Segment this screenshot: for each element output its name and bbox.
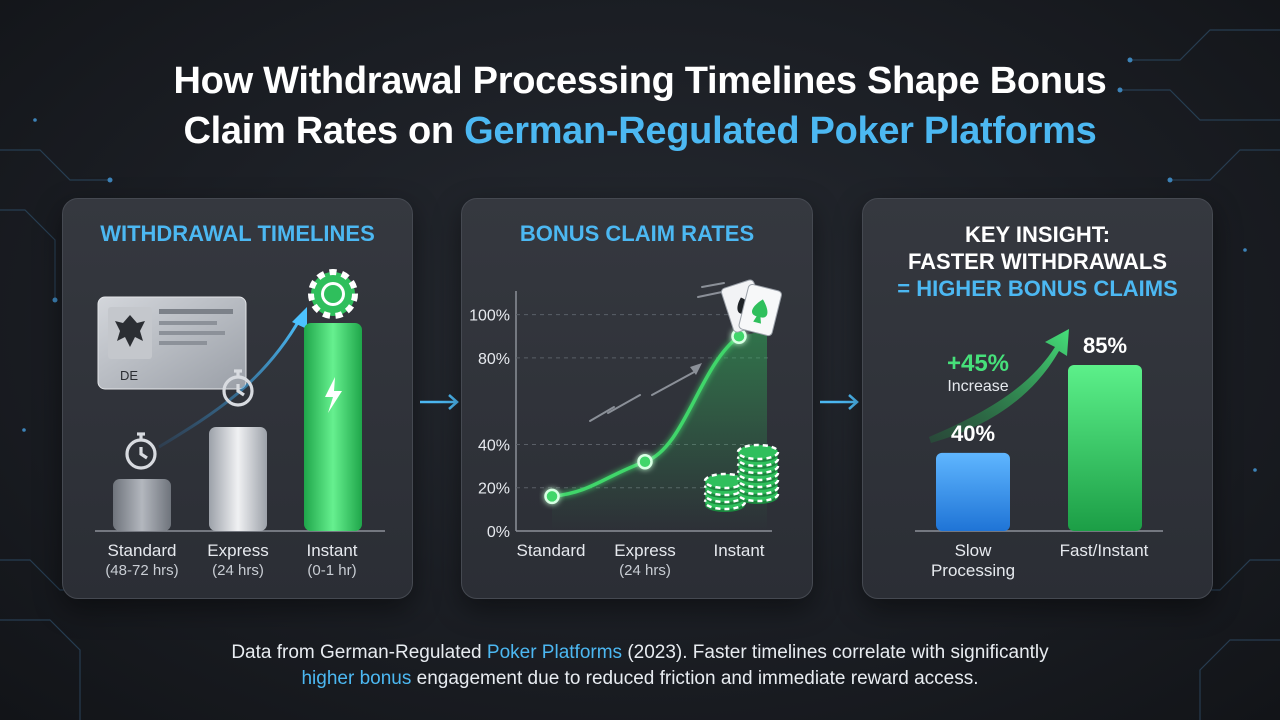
- claims-category-express-sublabel: (24 hrs): [619, 562, 671, 579]
- chip-stack-icon: [703, 443, 780, 512]
- footer-line-2-highlight: higher bonus: [301, 668, 412, 689]
- claims-category-express: Express: [614, 541, 676, 560]
- claims-y-ticks: 0% 20% 40% 80% 100%: [469, 308, 510, 541]
- key-insight-panel: KEY INSIGHT: FASTER WITHDRAWALS = HIGHER…: [862, 198, 1213, 599]
- category-label-express: Express: [207, 541, 269, 560]
- footer-line-1-a: Data from German-Regulated: [231, 642, 487, 663]
- bonus-claim-rates-panel: BONUS CLAIM RATES 0% 20% 40% 80% 100%: [461, 198, 813, 599]
- withdrawal-panel-title: WITHDRAWAL TIMELINES: [100, 221, 375, 246]
- category-label-standard: Standard: [107, 541, 177, 560]
- german-id-card-icon: DE: [97, 296, 247, 390]
- page-title: How Withdrawal Processing Timelines Shap…: [0, 56, 1280, 156]
- category-sublabel-standard: (48-72 hrs): [105, 562, 179, 579]
- insight-bar-fast: [1068, 365, 1142, 531]
- trend-arrow-icon: [158, 316, 303, 449]
- insight-value-label-slow: 40%: [951, 421, 995, 446]
- withdrawal-timelines-panel: WITHDRAWAL TIMELINES: [62, 198, 413, 599]
- title-line-2-highlight: German-Regulated Poker Platforms: [464, 110, 1097, 152]
- claims-points: [544, 328, 747, 505]
- claims-y-tick-label: 80%: [478, 351, 510, 368]
- increase-label: Increase: [947, 378, 1008, 395]
- footer-line-2: higher bonus engagement due to reduced f…: [0, 666, 1280, 692]
- footer-line-1: Data from German-Regulated Poker Platfor…: [0, 640, 1280, 666]
- speed-lines-icon: [589, 282, 725, 422]
- flow-arrow-icon: [820, 394, 859, 410]
- insight-category-slow-line-2: Processing: [930, 561, 1016, 580]
- claims-y-tick-label: 0%: [487, 524, 510, 541]
- insight-category-fast: Fast/Instant: [1059, 541, 1149, 560]
- footer-line-1-highlight: Poker Platforms: [486, 642, 623, 663]
- claims-y-tick-label: 40%: [478, 437, 510, 454]
- claims-category-standard: Standard: [516, 541, 586, 560]
- poker-chip-icon: [308, 269, 358, 319]
- withdrawal-bar-standard: [113, 479, 171, 531]
- insight-title-line-3: = HIGHER BONUS CLAIMS: [897, 276, 1178, 301]
- footer-note: Data from German-Regulated Poker Platfor…: [0, 640, 1280, 692]
- claims-y-tick-label: 100%: [469, 308, 510, 325]
- withdrawal-bar-express: [209, 427, 267, 531]
- claims-point-standard: [544, 488, 560, 505]
- insight-value-label-fast: 85%: [1083, 333, 1127, 358]
- insight-title-line-2: FASTER WITHDRAWALS: [907, 249, 1168, 274]
- withdrawal-chart: DE: [95, 269, 385, 532]
- insight-bars: [936, 365, 1142, 531]
- insight-category-slow: Slow Processing: [923, 541, 1023, 581]
- increase-value: +45%: [947, 350, 1009, 377]
- footer-line-1-b: (2023). Faster timelines correlate with …: [622, 642, 1049, 663]
- trend-arrow-head: [292, 307, 307, 329]
- claims-category-instant: Instant: [713, 541, 765, 560]
- footer-line-2-b: engagement due to reduced friction and i…: [411, 668, 979, 689]
- playing-cards-icon: [720, 279, 782, 337]
- stopwatch-icon: [125, 432, 157, 470]
- increase-arrow-icon: [929, 329, 1069, 443]
- category-sublabel-express: (24 hrs): [212, 562, 264, 579]
- stopwatch-icon: [222, 369, 254, 407]
- flow-arrow-icon: [420, 394, 459, 410]
- chip: [736, 443, 780, 461]
- speed-arrow-head: [690, 363, 702, 375]
- insight-title: KEY INSIGHT: FASTER WITHDRAWALS = HIGHER…: [863, 221, 1212, 302]
- claims-point-express: [637, 454, 653, 470]
- lightning-bolt-icon: [325, 377, 342, 413]
- claims-line-chart: 0% 20% 40% 80% 100%: [469, 279, 782, 541]
- withdrawal-bar-instant: [304, 323, 362, 531]
- claims-panel-title: BONUS CLAIM RATES: [519, 221, 755, 246]
- insight-bar-slow: [936, 452, 1010, 531]
- claims-y-tick-label: 20%: [478, 481, 510, 498]
- category-label-instant: Instant: [306, 541, 358, 560]
- title-line-2-plain: Claim Rates on: [183, 110, 465, 152]
- category-sublabel-instant: (0-1 hr): [307, 562, 357, 579]
- insight-title-line-1: KEY INSIGHT:: [964, 222, 1111, 247]
- insight-bar-chart: 40% 85% +45% Increase: [915, 329, 1163, 532]
- insight-value-labels: 40% 85%: [951, 333, 1127, 446]
- withdrawal-bars: [113, 323, 362, 531]
- insight-category-slow-line-1: Slow: [954, 541, 992, 560]
- title-line-2: Claim Rates on German-Regulated Poker Pl…: [0, 106, 1280, 156]
- id-card-text: DE: [120, 368, 138, 383]
- title-line-1: How Withdrawal Processing Timelines Shap…: [173, 60, 1107, 102]
